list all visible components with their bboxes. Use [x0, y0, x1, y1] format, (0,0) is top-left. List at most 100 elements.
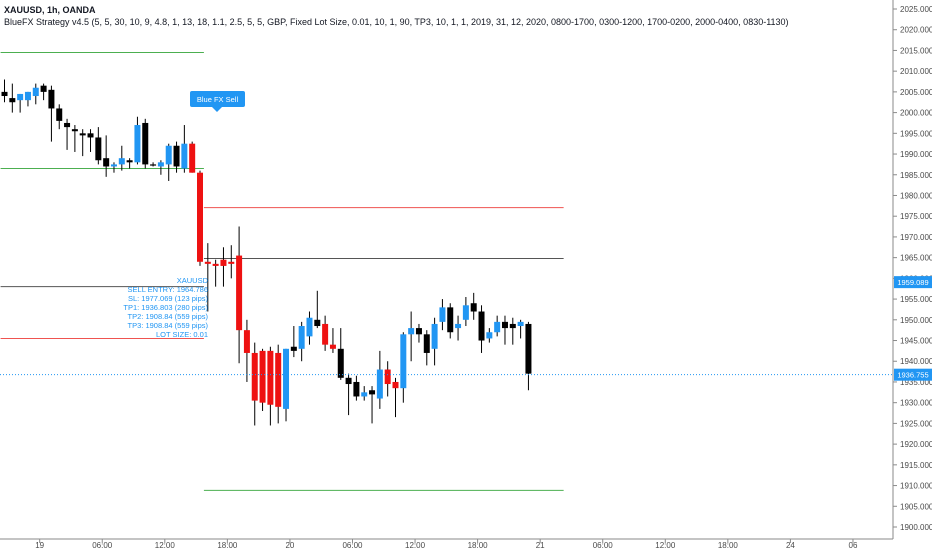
candle-body [361, 392, 368, 397]
price-tick-label: 1970.000 [900, 233, 932, 242]
info-stop-loss: SL: 1977.069 (123 pips) [128, 294, 209, 303]
candle[interactable] [431, 317, 438, 366]
candle-body [181, 143, 188, 169]
candle[interactable] [353, 375, 360, 401]
candle[interactable] [486, 328, 493, 343]
candle[interactable] [322, 315, 329, 351]
candle[interactable] [48, 85, 55, 142]
candle[interactable] [173, 141, 180, 173]
candle[interactable] [87, 129, 94, 152]
candle-body [173, 145, 180, 167]
candle[interactable] [369, 386, 376, 424]
candle[interactable] [79, 129, 86, 157]
candle-body [118, 158, 125, 165]
candle[interactable] [110, 162, 117, 173]
candle-body [314, 319, 321, 327]
candle[interactable] [251, 342, 258, 426]
candle-body [71, 129, 78, 132]
candle[interactable] [298, 321, 305, 362]
candle[interactable] [275, 344, 282, 424]
candle[interactable] [150, 162, 157, 167]
price-tick-label: 1980.000 [900, 191, 932, 200]
candle[interactable] [259, 348, 266, 411]
sell-signal-label: Blue FX Sell [197, 95, 239, 104]
price-tick-label: 1920.000 [900, 440, 932, 449]
info-tp2: TP2: 1908.84 (559 pips) [128, 312, 209, 321]
candle[interactable] [40, 83, 47, 101]
candle[interactable] [415, 323, 422, 343]
candle[interactable] [212, 259, 219, 287]
candle[interactable] [71, 125, 78, 152]
candle[interactable] [470, 292, 477, 320]
candle[interactable] [267, 346, 274, 426]
candle[interactable] [228, 245, 235, 279]
candle[interactable] [462, 297, 469, 327]
candle[interactable] [283, 348, 290, 422]
candle[interactable] [455, 315, 462, 341]
candle[interactable] [525, 321, 532, 391]
candle[interactable] [400, 332, 407, 403]
candle[interactable] [517, 319, 524, 339]
candle[interactable] [408, 311, 415, 362]
candle[interactable] [56, 104, 63, 130]
price-tick-label: 1935.000 [900, 378, 932, 387]
candle[interactable] [32, 83, 39, 105]
chart-title: XAUUSD, 1h, OANDA [4, 5, 96, 15]
candle[interactable] [345, 373, 352, 416]
candle[interactable] [501, 315, 508, 345]
candle[interactable] [103, 135, 110, 177]
price-tick-label: 2015.000 [900, 46, 932, 55]
candle[interactable] [197, 170, 203, 266]
candle[interactable] [95, 127, 102, 165]
candle-body [455, 323, 462, 329]
candle[interactable] [314, 290, 321, 329]
candle[interactable] [181, 125, 188, 173]
candle[interactable] [423, 330, 430, 366]
candle[interactable] [126, 158, 133, 169]
price-tick-label: 1965.000 [900, 254, 932, 263]
candle[interactable] [392, 377, 399, 418]
time-tick-label: 06 [849, 541, 858, 550]
candle[interactable] [494, 315, 501, 337]
candle-body [212, 263, 219, 266]
candle[interactable] [290, 326, 297, 358]
candle[interactable] [17, 93, 24, 113]
candle[interactable] [361, 386, 368, 401]
candle[interactable] [165, 143, 172, 181]
candle[interactable] [384, 361, 391, 397]
candle[interactable] [509, 317, 516, 345]
candle-body [165, 145, 172, 165]
candle[interactable] [306, 311, 313, 345]
candle[interactable] [9, 83, 16, 113]
candle[interactable] [118, 145, 125, 171]
candle[interactable] [337, 328, 344, 380]
price-tick-label: 1900.000 [900, 523, 932, 532]
candle-body [87, 133, 94, 138]
candle[interactable] [157, 160, 164, 175]
sell-signal-tag[interactable]: Blue FX Sell [190, 91, 245, 112]
candle-body [204, 261, 211, 264]
candle[interactable] [220, 247, 227, 287]
candle-body [290, 346, 297, 351]
candle-body [384, 369, 391, 385]
candle[interactable] [204, 243, 211, 312]
candle[interactable] [142, 118, 149, 169]
price-tag-upper-label: 1959.089 [897, 278, 928, 287]
candle[interactable] [439, 299, 446, 331]
candle[interactable] [1, 79, 8, 103]
candle[interactable] [64, 118, 71, 150]
candle[interactable] [134, 116, 141, 165]
time-tick-label: 19 [35, 541, 44, 550]
candle[interactable] [376, 350, 383, 409]
candle[interactable] [447, 303, 454, 339]
candle-body [509, 323, 516, 329]
candle[interactable] [329, 328, 336, 353]
candle[interactable] [189, 141, 196, 173]
candle[interactable] [478, 305, 485, 353]
candle[interactable] [243, 319, 250, 382]
candle-body [48, 89, 55, 109]
candle[interactable] [24, 91, 31, 107]
candle[interactable] [236, 226, 243, 364]
candle-body [134, 125, 141, 163]
